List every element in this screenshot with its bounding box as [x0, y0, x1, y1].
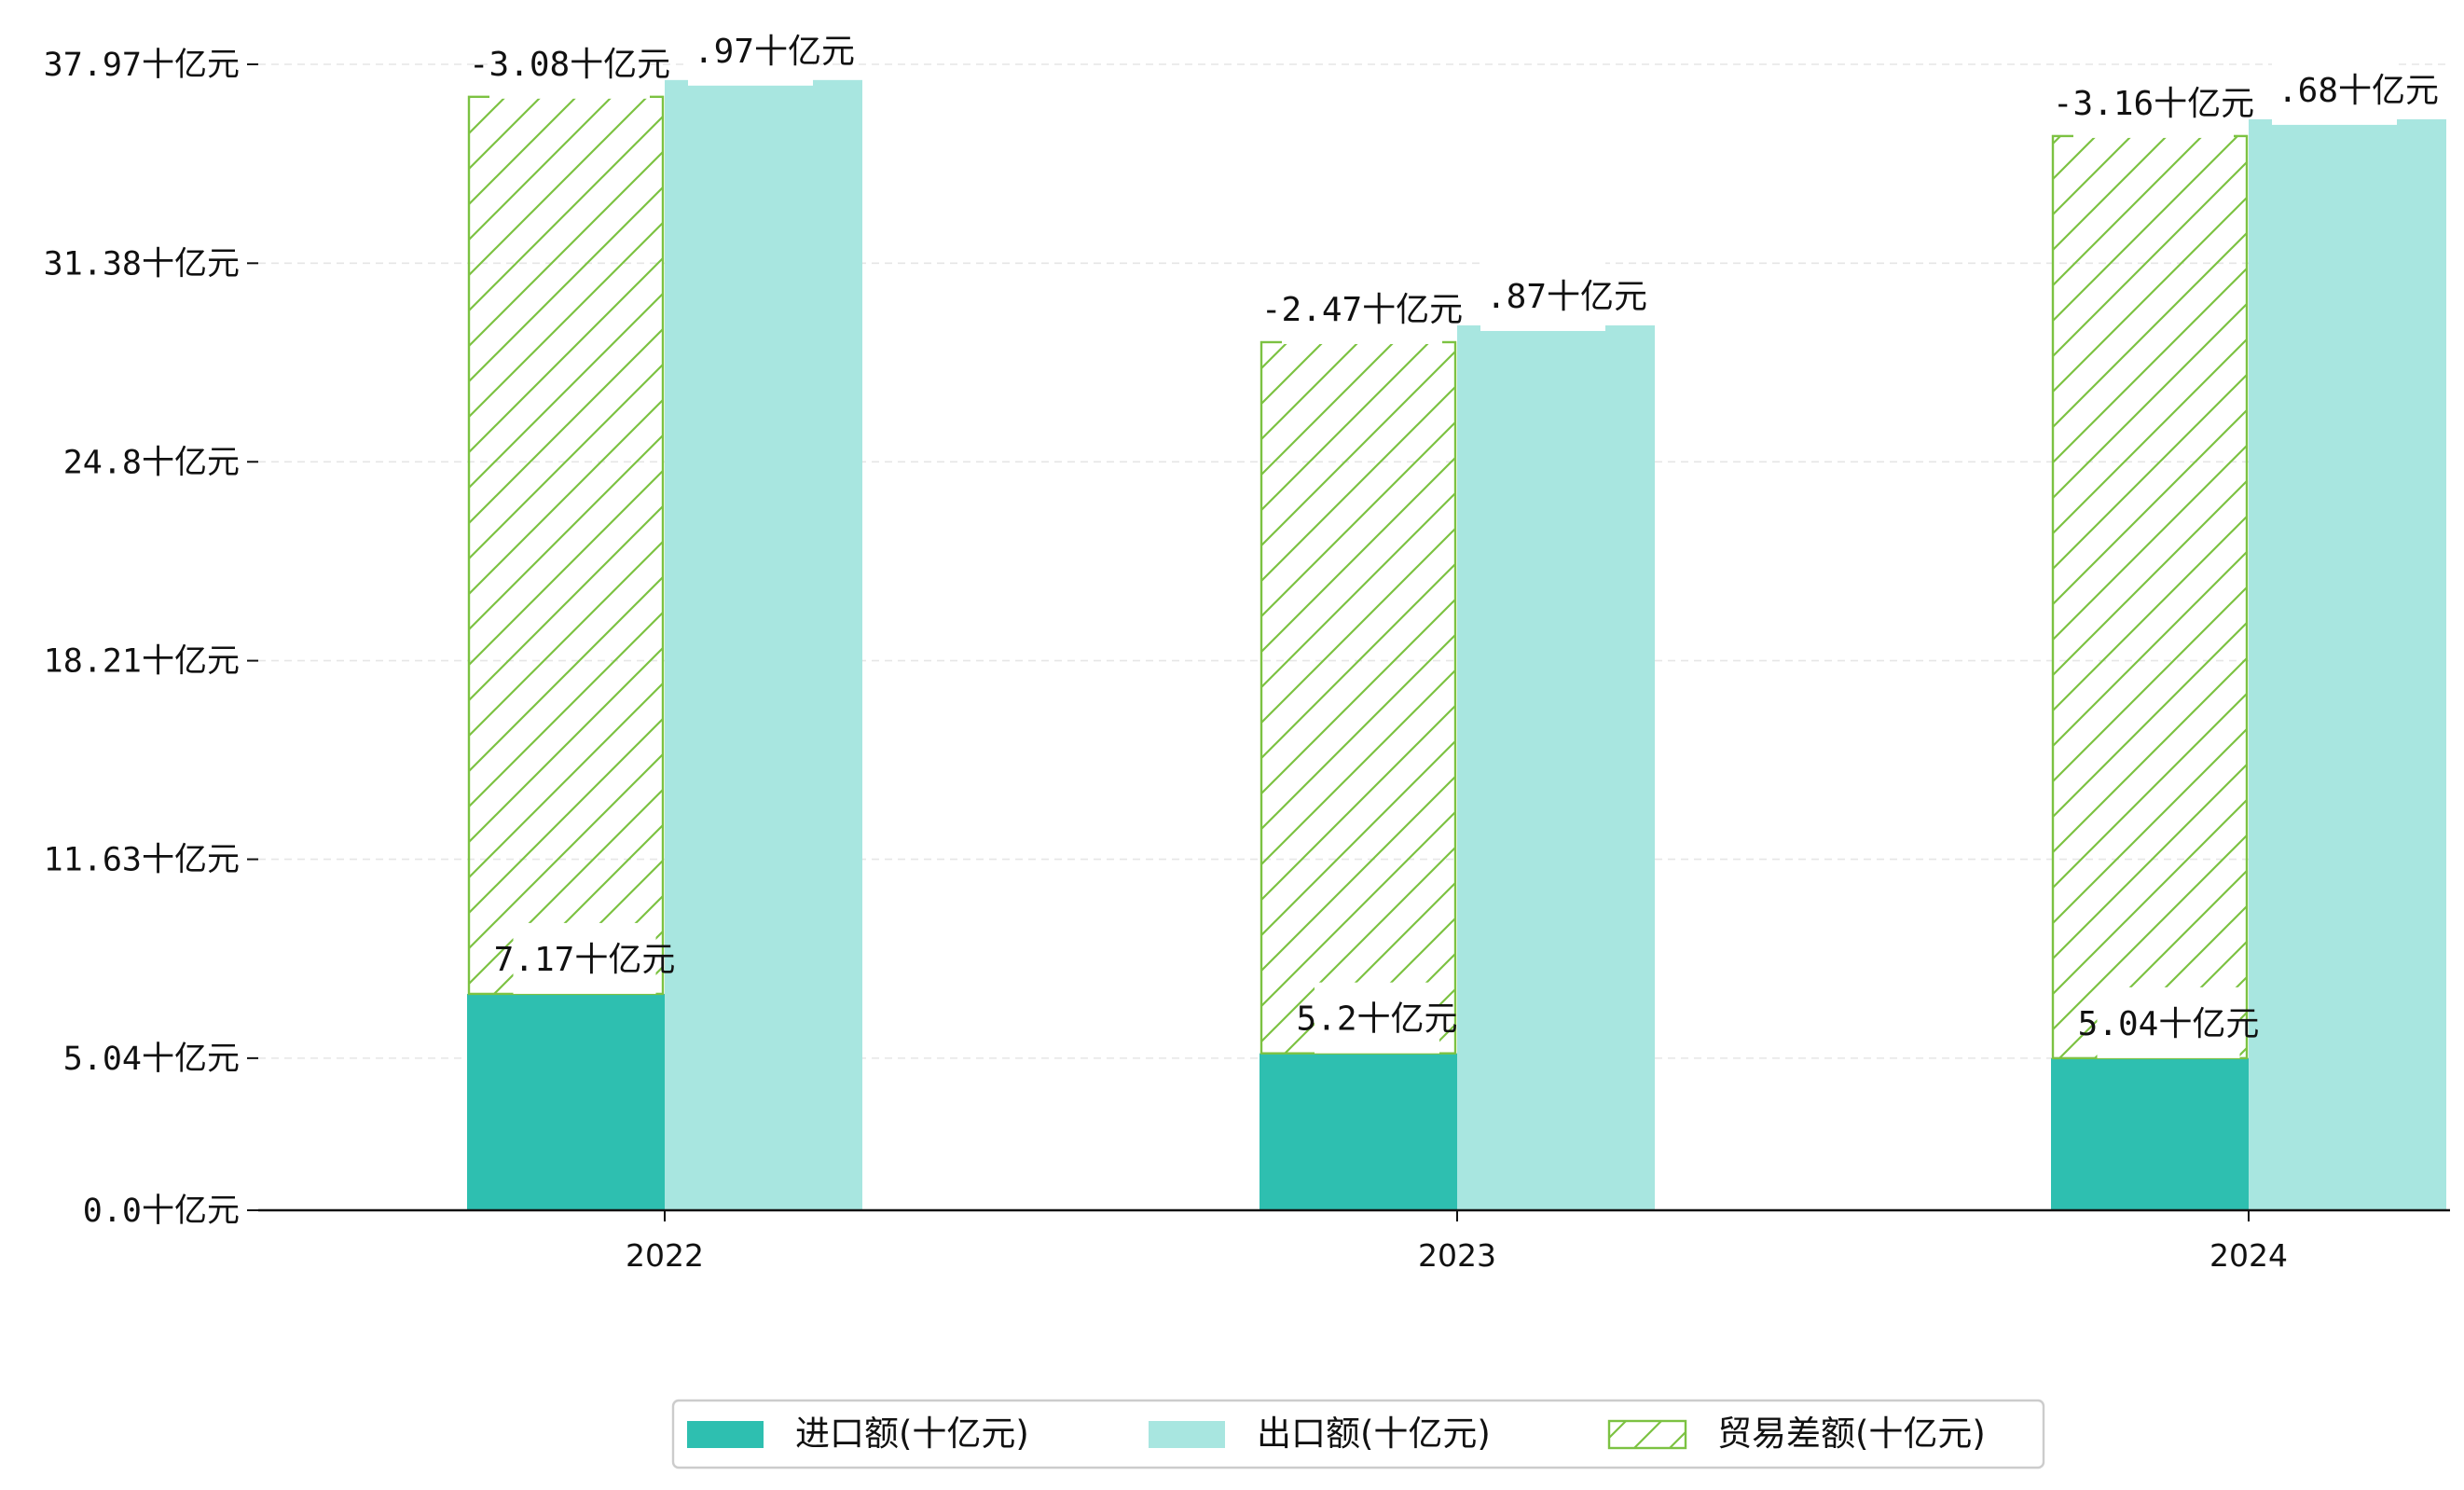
label-imports: 5.2十亿元 [1296, 1000, 1457, 1039]
legend-label-exports: 出口额(十亿元) [1257, 1414, 1491, 1454]
y-tick-label: 37.97十亿元 [44, 47, 240, 84]
bar-trade-balance [1260, 340, 1457, 1055]
legend-swatch-imports [687, 1421, 764, 1448]
label-exports: .68十亿元 [2278, 72, 2439, 110]
label-trade-balance-box [489, 27, 650, 99]
label-imports-box [1315, 982, 1439, 1054]
bar-exports [1457, 324, 1655, 1211]
x-tick-label: 2024 [2209, 1237, 2288, 1274]
label-trade-balance: -3.08十亿元 [469, 46, 670, 84]
bar-imports [1260, 1053, 1457, 1210]
label-exports: .97十亿元 [694, 33, 855, 71]
y-tick-label: 5.04十亿元 [63, 1041, 240, 1078]
x-tick-label: 2022 [626, 1237, 704, 1274]
legend-frame [671, 1399, 2045, 1469]
label-imports: 5.04十亿元 [2078, 1005, 2260, 1043]
legend-label-balance: 贸易差额(十亿元) [1717, 1414, 1986, 1454]
legend: 进口额(十亿元) 出口额(十亿元) 贸易差额(十亿元) [671, 1399, 2045, 1469]
bar-trade-balance [2051, 134, 2249, 1060]
label-trade-balance-box [2073, 66, 2234, 138]
label-exports-box [1480, 259, 1605, 331]
legend-label-imports: 进口额(十亿元) [795, 1414, 1029, 1454]
y-tick-label: 11.63十亿元 [44, 842, 240, 879]
legend-swatch-balance [1607, 1419, 1687, 1450]
label-imports-box [513, 922, 656, 994]
label-imports-box [2097, 986, 2240, 1058]
label-trade-balance: -2.47十亿元 [1261, 291, 1463, 329]
y-tick-label: 18.21十亿元 [44, 643, 240, 681]
legend-swatch-exports [1149, 1421, 1225, 1448]
label-exports-box [688, 14, 813, 86]
y-tick-label: 24.8十亿元 [63, 444, 240, 481]
bar-exports [2249, 118, 2446, 1210]
bar-exports [665, 79, 862, 1211]
data-labels: .97十亿元 -3.08十亿元 7.17十亿元 .87十亿元 -2.47十亿元 5.2十亿… [469, 14, 2439, 1058]
x-tick-label: 2023 [1418, 1237, 1496, 1274]
label-trade-balance: -3.16十亿元 [2053, 85, 2254, 123]
bar-imports [467, 993, 665, 1210]
bar-imports [2051, 1057, 2249, 1210]
label-trade-balance-box [1282, 272, 1442, 344]
y-tick-label: 31.38十亿元 [44, 245, 240, 283]
y-tick-label: 0.0十亿元 [83, 1193, 240, 1230]
label-imports: 7.17十亿元 [494, 941, 676, 979]
label-exports-box [2272, 53, 2397, 125]
bar-trade-balance [467, 95, 665, 996]
label-exports: .87十亿元 [1486, 278, 1647, 316]
bars [467, 79, 2446, 1211]
axes: 0.0十亿元 5.04十亿元 11.63十亿元 18.21十亿元 24.8十亿元 31.3… [44, 47, 2450, 1274]
